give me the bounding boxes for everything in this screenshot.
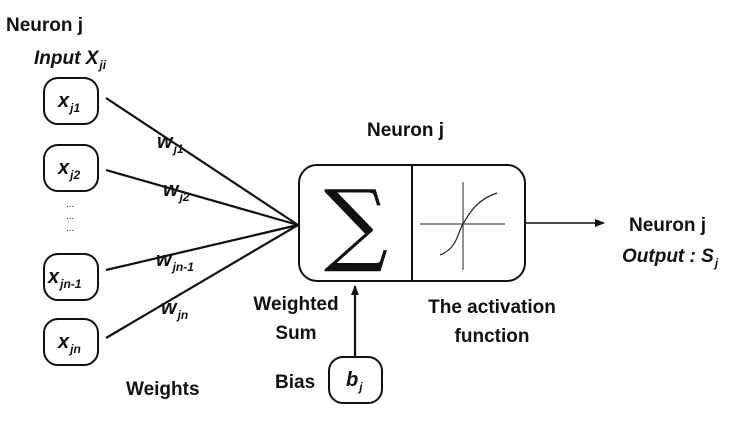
- input-label-4: xjn: [58, 331, 81, 356]
- input-label-3: xjn-1: [48, 266, 82, 291]
- weights-caption: Weights: [126, 379, 200, 400]
- bias-box: [328, 356, 383, 404]
- input-label-2: xj2: [58, 157, 81, 182]
- input-box-4: [43, 318, 99, 366]
- weight-label-1: wj1: [157, 131, 184, 156]
- input-box-2: [43, 144, 99, 192]
- sigmoid-curve: [439, 192, 498, 256]
- connection-line-4: [105, 224, 299, 339]
- input-box-3: [43, 253, 99, 301]
- title-input-label: Input Xji: [34, 49, 106, 71]
- neuron-label: Neuron j: [367, 120, 445, 141]
- output-text: Output : S: [622, 246, 714, 267]
- sum-symbol: ∑: [323, 171, 389, 276]
- activation-line2: function: [454, 326, 530, 347]
- title-neuron-label: Neuron j: [6, 15, 84, 36]
- output-neuron-label: Neuron j: [629, 215, 707, 236]
- input-label-1: xj1: [58, 90, 81, 115]
- connection-line-2: [105, 168, 299, 227]
- activation-line1: The activation: [428, 297, 556, 318]
- output-subscript: j: [714, 256, 719, 270]
- weight-label-4: wjn: [161, 297, 189, 322]
- title-input-text: Input X: [34, 48, 99, 69]
- connection-line-1: [105, 97, 299, 226]
- inputs-ellipsis: ... ... ...: [66, 199, 75, 234]
- weight-label-3: wjn-1: [156, 249, 194, 274]
- weighted-sum-line1: Weighted: [253, 294, 339, 315]
- output-label: Output : Sj: [622, 247, 718, 269]
- title-input-subscript: ji: [99, 58, 107, 72]
- bias-symbol: bj: [346, 369, 363, 394]
- weighted-sum-line2: Sum: [275, 323, 317, 344]
- input-box-1: [43, 77, 99, 125]
- weight-label-2: wj2: [163, 179, 190, 204]
- connection-line-3: [105, 223, 299, 272]
- bias-label: Bias: [275, 372, 316, 393]
